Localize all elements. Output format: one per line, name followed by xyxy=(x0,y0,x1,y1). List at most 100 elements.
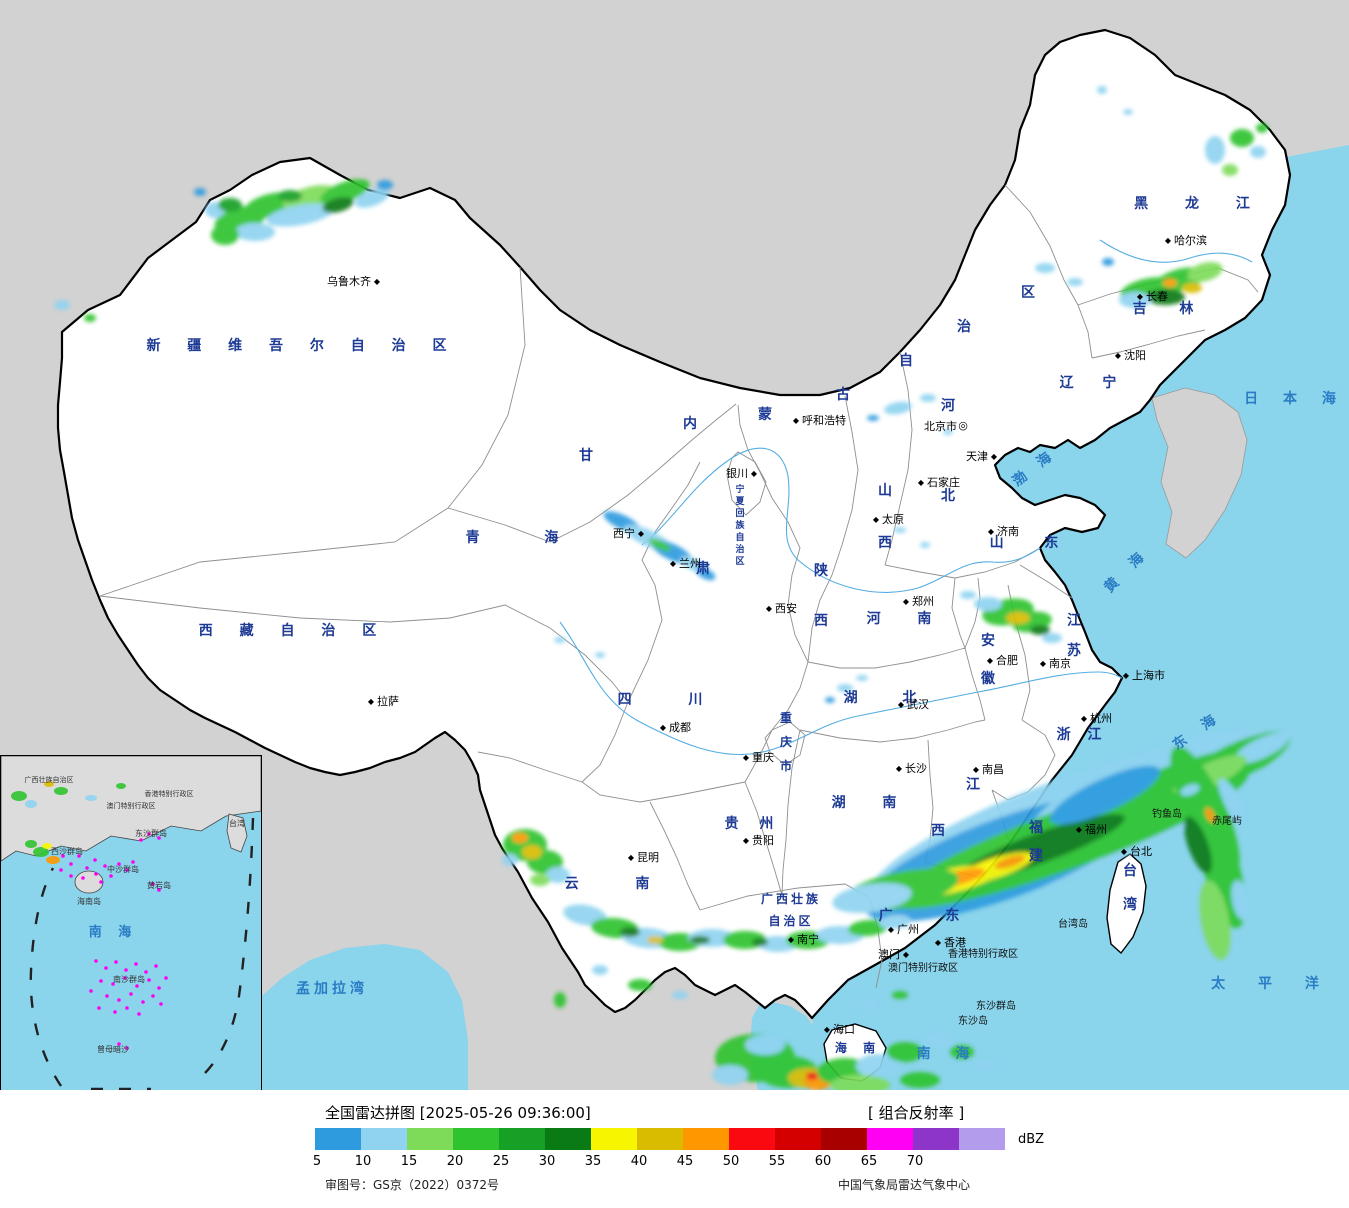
inset-mainland xyxy=(1,756,261,862)
city-label: 沈阳 xyxy=(1124,348,1146,362)
city-marker: ◆ xyxy=(1081,714,1088,723)
radar-echo xyxy=(696,567,716,581)
colorbar-segment xyxy=(683,1128,729,1150)
city-label: 南京 xyxy=(1049,656,1071,670)
inset-nine-dash-line xyxy=(29,817,255,1090)
colorbar-segment xyxy=(821,1128,867,1150)
radar-echo xyxy=(211,225,239,245)
island-annotation: 澳门特别行政区 xyxy=(888,961,958,974)
capital-marker: ◎ xyxy=(958,419,968,432)
radar-echo xyxy=(1187,262,1223,282)
city-marker: ◆ xyxy=(888,925,895,934)
city-marker: ◆ xyxy=(638,529,645,538)
legend-panel: 全国雷达拼图 [2025-05-26 09:36:00] [ 组合反射率 ] d… xyxy=(0,1090,1349,1208)
radar-echo xyxy=(1222,164,1238,176)
island-dot xyxy=(94,959,98,963)
radar-echo xyxy=(1205,807,1215,823)
province-label: 蒙 xyxy=(758,406,772,423)
colorbar-segment xyxy=(315,1128,361,1150)
island-dot xyxy=(105,994,109,998)
dbz-tick: 30 xyxy=(538,1154,556,1169)
dbz-tick: 15 xyxy=(400,1154,418,1169)
inset-label: 海南岛 xyxy=(77,896,101,906)
island-dot xyxy=(109,874,113,878)
city-marker: ◆ xyxy=(1123,671,1130,680)
radar-echo-layer xyxy=(54,86,1290,1090)
city-label: 呼和浩特 xyxy=(802,413,846,427)
dbz-tick: 65 xyxy=(860,1154,878,1169)
island-dot xyxy=(157,836,161,840)
city-label: 西宁 xyxy=(613,526,635,540)
city-marker: ◆ xyxy=(660,723,667,732)
radar-echo xyxy=(1123,109,1133,115)
province-label: 重庆市 xyxy=(779,710,792,773)
radar-echo xyxy=(1256,123,1268,133)
island-dot xyxy=(147,978,151,982)
city-label: 香港 xyxy=(944,936,966,949)
city-marker: ◆ xyxy=(896,764,903,773)
dbz-tick: 70 xyxy=(906,1154,924,1169)
colorbar-segment xyxy=(361,1128,407,1150)
radar-echo xyxy=(960,591,976,599)
city-marker: ◆ xyxy=(873,515,880,524)
dbz-tick: 55 xyxy=(768,1154,786,1169)
china-radar-map: 黑 龙 江吉 林辽 宁内蒙古自治区新 疆 维 吾 尔 自 治 区西 藏 自 治 … xyxy=(0,0,1349,1091)
radar-echo xyxy=(1030,625,1050,635)
colorbar-segment xyxy=(775,1128,821,1150)
province-label: 内 xyxy=(683,415,697,432)
province-label: 黑 龙 江 xyxy=(1134,195,1266,212)
radar-echo xyxy=(1163,279,1177,287)
colorbar-segment xyxy=(959,1128,1005,1150)
island-dot xyxy=(77,854,81,858)
radar-echo xyxy=(278,190,302,202)
radar-echo xyxy=(975,1059,995,1071)
radar-echo xyxy=(712,1065,748,1085)
radar-echo xyxy=(1180,784,1200,796)
credit-text: 中国气象局雷达气象中心 xyxy=(838,1178,971,1192)
island-dot xyxy=(85,866,89,870)
city-label: 杭州 xyxy=(1090,711,1112,725)
radar-echo xyxy=(848,919,888,937)
city-marker: ◆ xyxy=(1076,825,1083,834)
province-label: 海 南 xyxy=(835,1040,881,1055)
sea-label: 南 海 xyxy=(917,1045,980,1062)
foreign-land-korea xyxy=(1151,387,1248,559)
city-marker: ◆ xyxy=(898,700,905,709)
radar-echo xyxy=(546,867,570,883)
inset-label: 澳门特别行政区 xyxy=(107,801,156,810)
island-dot xyxy=(114,960,118,964)
province-label: 山 东 xyxy=(990,534,1077,551)
island-dot xyxy=(137,1012,141,1016)
city-marker: ◆ xyxy=(1121,847,1128,856)
radar-echo xyxy=(1067,278,1083,286)
province-label: 甘 xyxy=(579,447,593,464)
city-marker: ◆ xyxy=(793,416,800,425)
dbz-colorbar xyxy=(315,1128,1005,1150)
city-label: 乌鲁木齐 xyxy=(327,274,371,288)
island-dot xyxy=(151,994,155,998)
province-label: 云 南 xyxy=(565,875,676,892)
radar-echo xyxy=(530,874,550,886)
radar-echo xyxy=(522,845,542,859)
radar-echo xyxy=(84,314,96,322)
colorbar-segment xyxy=(453,1128,499,1150)
dbz-tick: 25 xyxy=(492,1154,510,1169)
radar-echo xyxy=(920,542,930,548)
city-marker: ◆ xyxy=(751,469,758,478)
radar-echo xyxy=(377,180,393,190)
province-label: 广西壮族 xyxy=(761,891,821,906)
radar-echo xyxy=(832,883,912,913)
radar-echo xyxy=(1042,633,1062,643)
province-label: 河 南 xyxy=(867,610,948,627)
city-label: 台北 xyxy=(1130,844,1152,858)
radar-echo xyxy=(1199,880,1231,960)
radar-echo xyxy=(194,188,206,196)
province-label: 宁夏回族自治区 xyxy=(734,483,745,567)
city-label: 澳门 xyxy=(878,947,900,961)
dbz-tick: 60 xyxy=(814,1154,832,1169)
inset-label: 南沙群岛 xyxy=(113,974,145,984)
city-marker: ◆ xyxy=(991,452,998,461)
colorbar-segment xyxy=(545,1128,591,1150)
city-label: 西安 xyxy=(775,601,797,615)
island-dot xyxy=(81,876,85,880)
